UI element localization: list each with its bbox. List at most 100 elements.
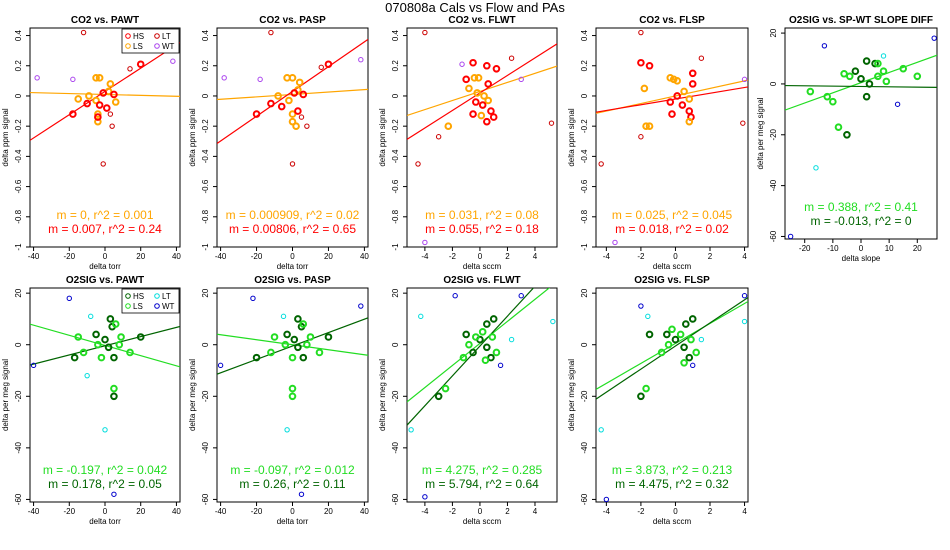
data-point	[288, 74, 297, 82]
legend-marker	[125, 33, 131, 39]
data-point	[170, 58, 176, 64]
data-point	[680, 358, 688, 367]
x-tick-label: 10	[885, 244, 894, 253]
y-tick-label: -20	[391, 390, 400, 402]
x-axis-label: delta torr	[277, 262, 309, 271]
data-point	[34, 75, 40, 81]
y-tick-label: 20	[201, 288, 210, 297]
data-point	[682, 320, 690, 328]
data-point	[787, 233, 794, 240]
data-point	[671, 335, 680, 344]
data-point	[913, 72, 922, 81]
data-point	[473, 89, 481, 97]
y-axis-label: delta per meg signal	[567, 359, 576, 431]
x-tick-label: 4	[533, 252, 538, 261]
x-tick-label: -4	[603, 252, 611, 261]
y-tick-label: -1	[201, 243, 210, 251]
y-tick-label: 0	[391, 342, 400, 347]
data-point	[741, 76, 748, 83]
data-point	[492, 64, 501, 73]
data-point	[252, 353, 261, 362]
data-point	[111, 320, 120, 328]
data-point	[299, 320, 308, 328]
x-tick-label: 0	[478, 252, 483, 261]
x-tick-label: 2	[505, 252, 510, 261]
data-point	[862, 92, 871, 101]
x-tick-label: -20	[64, 507, 76, 516]
data-point	[478, 101, 487, 109]
x-tick-label: -4	[421, 252, 429, 261]
data-point	[306, 333, 315, 341]
data-point	[252, 110, 261, 118]
y-tick-label: 0	[14, 342, 23, 347]
fit-label: m = -0.013, r^2 = 0	[810, 214, 911, 228]
y-tick-label: -20	[769, 128, 778, 140]
y-tick-label: -60	[14, 493, 23, 505]
chart-panel: CO2 vs. FLSP -4 -2 0 2 4 -1 -0.8 -0.6 -0.4 -0.2 0 0.…	[567, 15, 749, 271]
x-tick-label: -20	[64, 252, 76, 261]
data-point	[550, 318, 556, 325]
data-point	[874, 59, 882, 68]
y-tick-label: -0.2	[14, 119, 23, 133]
panel-title: CO2 vs. FLWT	[448, 15, 515, 26]
data-point	[685, 95, 694, 103]
data-point	[640, 84, 649, 93]
x-tick-label: -40	[28, 252, 40, 261]
x-axis-label: delta torr	[277, 517, 309, 526]
data-point	[666, 98, 675, 106]
data-point	[612, 239, 618, 246]
regression-line	[407, 65, 557, 117]
y-tick-label: -0.2	[580, 119, 589, 133]
x-tick-label: 2	[708, 507, 713, 516]
data-point	[267, 99, 275, 108]
legend-marker	[125, 303, 131, 309]
data-point	[668, 325, 676, 334]
panel-title: CO2 vs. FLSP	[639, 15, 705, 26]
legend-marker	[154, 303, 160, 309]
data-point	[469, 110, 477, 118]
data-point	[637, 392, 645, 401]
chart-panel: O2SIG vs. SP-WT SLOPE DIFF -20 -10 0 10 20 -60…	[756, 15, 938, 263]
y-tick-label: -40	[580, 442, 589, 454]
data-point	[101, 335, 109, 344]
data-point	[462, 75, 470, 84]
y-tick-label: 0	[201, 93, 210, 98]
data-point	[83, 99, 91, 108]
x-tick-label: -2	[637, 507, 645, 516]
x-tick-label: 0	[103, 507, 108, 516]
panel-title: O2SIG vs. FLWT	[443, 275, 520, 286]
data-point	[603, 496, 610, 503]
data-point	[469, 348, 477, 357]
data-point	[95, 74, 104, 82]
y-axis-label: delta per meg signal	[188, 359, 197, 431]
y-tick-label: -40	[769, 179, 778, 191]
data-point	[638, 29, 644, 36]
data-point	[283, 330, 291, 339]
data-point	[110, 392, 118, 401]
data-point	[66, 295, 72, 302]
data-point	[92, 74, 100, 82]
regression-line	[217, 317, 368, 375]
data-point	[690, 362, 696, 369]
figure-title: 070808a Cals vs Flow and PAs	[385, 0, 565, 15]
data-point	[483, 343, 491, 352]
y-tick-label: 0.4	[580, 29, 589, 41]
data-point	[298, 491, 305, 497]
regression-line	[785, 84, 937, 88]
data-point	[324, 333, 333, 341]
data-point	[110, 384, 118, 393]
data-point	[92, 96, 100, 105]
plot-frame	[595, 287, 749, 503]
legend-label: LS	[133, 42, 143, 51]
data-point	[688, 315, 697, 323]
data-point	[487, 107, 495, 115]
x-tick-label: 2	[708, 252, 713, 261]
y-tick-label: -60	[201, 493, 210, 505]
fit-label: m = 0.178, r^2 = 0.05	[48, 477, 162, 491]
data-point	[488, 333, 497, 341]
data-point	[687, 335, 695, 344]
data-point	[645, 313, 651, 320]
data-point	[823, 92, 832, 101]
y-axis-label: delta ppm signal	[1, 108, 10, 166]
